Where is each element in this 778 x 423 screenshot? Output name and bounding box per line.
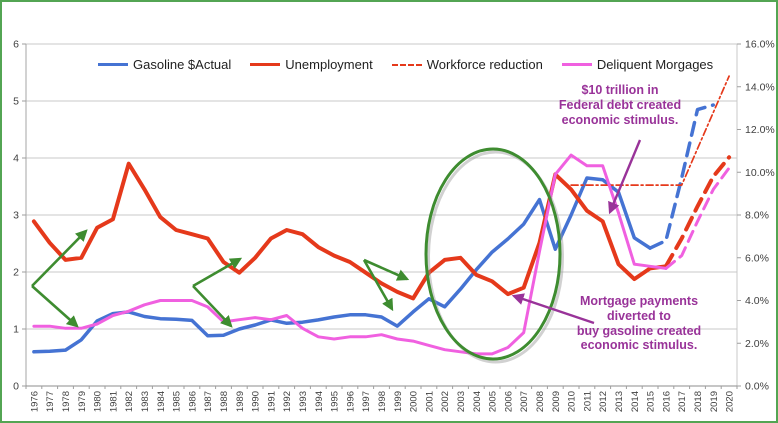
y-tick-label-left: 5 [13, 96, 19, 108]
y-tick-label-right: 10.0% [745, 167, 775, 179]
y-tick-label-right: 6.0% [745, 252, 769, 264]
green-arrow-icon [362, 259, 394, 312]
series-line-deliquent-morgages-projection [664, 166, 731, 270]
x-tick-label: 2002 [440, 391, 451, 412]
x-tick-label: 2003 [456, 391, 467, 412]
x-tick-label: 1988 [219, 391, 230, 412]
x-tick-label: 1981 [108, 391, 119, 412]
x-tick-label: 2010 [567, 391, 578, 412]
series-line-unemployment-projection [663, 155, 732, 269]
x-tick-label: 1978 [61, 391, 72, 412]
green-arrow-icon [192, 285, 233, 328]
x-tick-label: 1996 [345, 391, 356, 412]
x-tick-label: 2018 [693, 391, 704, 412]
green-ellipse-highlight [424, 147, 562, 361]
x-tick-label: 2017 [677, 391, 688, 412]
x-tick-label: 1980 [93, 391, 104, 412]
x-tick-label: 2011 [582, 391, 593, 411]
chart-legend: Gasoline $Actual Unemployment Workforce … [98, 57, 713, 72]
y-tick-label-left: 1 [13, 324, 19, 336]
x-tick-label: 2009 [551, 391, 562, 412]
y-tick-label-right: 0.0% [745, 381, 769, 393]
x-tick-label: 2006 [503, 391, 514, 412]
y-tick-label-right: 2.0% [745, 338, 769, 350]
legend-item-workforce: Workforce reduction [391, 57, 543, 72]
legend-label-gasoline: Gasoline $Actual [133, 57, 232, 72]
x-tick-label: 1999 [393, 391, 404, 412]
mortgages-line-swatch-icon [561, 63, 592, 66]
x-tick-label: 1985 [172, 391, 183, 412]
y-tick-label-left: 6 [13, 39, 19, 51]
x-tick-label: 1995 [330, 391, 341, 412]
purple-arrow-icon [608, 139, 642, 215]
gasoline-line-swatch-icon [98, 63, 128, 66]
x-tick-label: 1982 [124, 391, 135, 412]
x-tick-label: 2016 [661, 391, 672, 412]
x-tick-label: 1986 [187, 391, 198, 412]
y-tick-label-left: 2 [13, 267, 19, 279]
x-tick-label: 1998 [377, 391, 388, 412]
green-arrow-icon [363, 258, 410, 281]
series-line-workforce-reduction-projection [570, 75, 730, 186]
y-tick-label-left: 3 [13, 210, 19, 222]
workforce-line-swatch-icon [391, 63, 422, 66]
x-tick-label: 1987 [203, 391, 214, 412]
x-tick-label: 2004 [472, 391, 483, 412]
green-arrow-icon [31, 285, 79, 328]
x-tick-label: 2005 [488, 391, 499, 412]
y-tick-label-left: 0 [13, 381, 19, 393]
legend-item-gasoline: Gasoline $Actual [98, 57, 231, 72]
x-tick-label: 1979 [77, 391, 88, 412]
legend-label-mortgages: Deliquent Morgages [596, 57, 714, 72]
x-tick-label: 2000 [409, 391, 420, 412]
x-tick-label: 2019 [709, 391, 720, 412]
x-tick-label: 2008 [535, 391, 546, 412]
x-tick-label: 2014 [630, 391, 641, 412]
unemployment-line-swatch-icon [250, 63, 281, 66]
green-arrow-icon [192, 257, 243, 288]
x-tick-label: 1994 [314, 391, 325, 412]
y-tick-label-right: 4.0% [745, 295, 769, 307]
green-arrow-icon [31, 229, 88, 287]
x-tick-label: 2013 [614, 391, 625, 412]
series-line-unemployment [31, 161, 668, 301]
x-tick-label: 1991 [266, 391, 277, 412]
x-tick-label: 1983 [140, 391, 151, 412]
series-line-gasoline-actual [32, 176, 652, 354]
x-tick-label: 1989 [235, 391, 246, 412]
legend-label-workforce: Workforce reduction [426, 57, 543, 72]
annotation-mortgage-payments: Mortgage payments diverted to buy gasoli… [576, 294, 702, 353]
x-tick-label: 1990 [251, 391, 262, 412]
legend-label-unemployment: Unemployment [285, 57, 373, 72]
y-tick-label-right: 12.0% [745, 124, 775, 136]
series-line-gasoline-actual-projection [648, 103, 716, 250]
y-tick-label-left: 4 [13, 153, 19, 165]
legend-item-mortgages: Deliquent Morgages [561, 57, 714, 72]
x-tick-label: 2012 [598, 391, 609, 412]
purple-arrow-icon [511, 293, 595, 325]
x-tick-label: 2015 [646, 391, 657, 412]
x-tick-label: 1984 [156, 391, 167, 412]
x-tick-label: 1977 [45, 391, 56, 412]
x-tick-label: 1997 [361, 391, 372, 412]
x-tick-label: 1976 [29, 391, 40, 412]
y-tick-label-right: 14.0% [745, 81, 775, 93]
x-tick-label: 2007 [519, 391, 530, 412]
x-tick-label: 1993 [298, 391, 309, 412]
series-line-deliquent-morgages [32, 153, 668, 356]
y-tick-label-right: 16.0% [745, 39, 775, 51]
ellipse-shadow [427, 150, 564, 364]
annotation-federal-debt: $10 trillion in Federal debt created eco… [558, 83, 682, 127]
legend-item-unemployment: Unemployment [250, 57, 373, 72]
x-tick-label: 2020 [725, 391, 736, 412]
x-tick-label: 1992 [282, 391, 293, 412]
x-tick-label: 2001 [424, 391, 435, 412]
y-tick-label-right: 8.0% [745, 210, 769, 222]
